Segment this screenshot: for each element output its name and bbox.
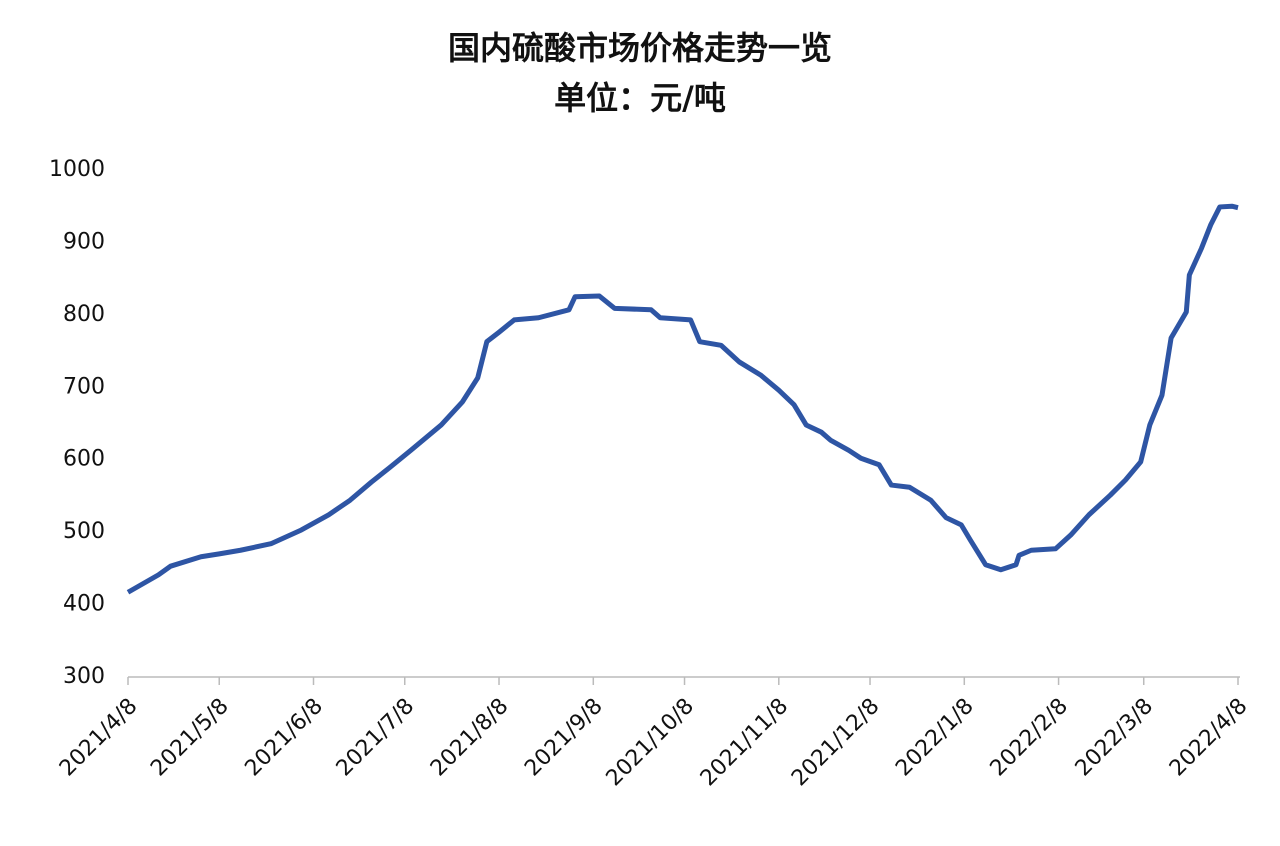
x-tick-label: 2021/10/8 (602, 694, 699, 791)
y-tick-label: 900 (63, 229, 105, 254)
y-tick-label: 600 (63, 447, 105, 472)
y-tick-label: 300 (63, 664, 105, 689)
x-tick-label: 2022/2/8 (986, 694, 1074, 782)
x-tick-label: 2021/5/8 (146, 694, 234, 782)
x-tick-label: 2021/4/8 (55, 694, 143, 782)
x-tick-label: 2021/7/8 (332, 694, 420, 782)
x-tick-label: 2022/4/8 (1165, 694, 1253, 782)
y-tick-label: 700 (63, 374, 105, 399)
x-tick-label: 2021/12/8 (787, 694, 884, 791)
y-tick-label: 500 (63, 519, 105, 544)
x-tick-label: 2021/11/8 (696, 694, 793, 791)
y-tick-label: 800 (63, 302, 105, 327)
chart-title: 国内硫酸市场价格走势一览 (448, 29, 832, 67)
x-tick-label: 2021/8/8 (426, 694, 514, 782)
line (126, 203, 1239, 595)
chart-subtitle: 单位：元/吨 (554, 79, 726, 117)
x-tick-label: 2021/9/8 (520, 694, 608, 782)
y-tick-label: 400 (63, 592, 105, 617)
x-tick-label: 2022/1/8 (891, 694, 979, 782)
x-tick-label: 2021/6/8 (240, 694, 328, 782)
x-tick-label: 2022/3/8 (1071, 694, 1159, 782)
y-tick-label: 1000 (49, 157, 105, 182)
